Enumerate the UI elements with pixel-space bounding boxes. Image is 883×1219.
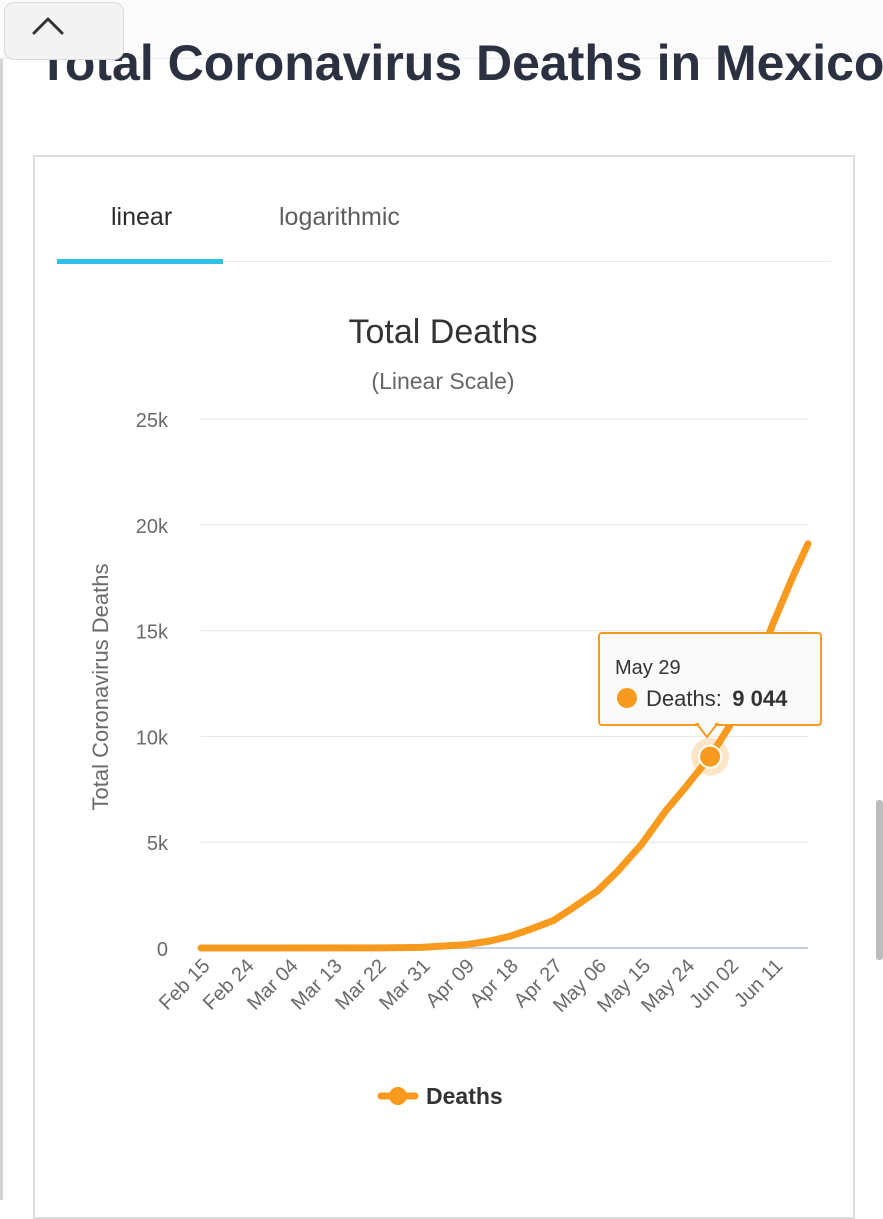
- tooltip-label: Deaths:: [646, 686, 722, 711]
- data-point[interactable]: [594, 887, 601, 894]
- highlight-point[interactable]: [698, 744, 723, 769]
- data-point[interactable]: [550, 917, 557, 924]
- data-point[interactable]: [486, 938, 493, 945]
- chart-subtitle: (Linear Scale): [371, 368, 514, 394]
- tooltip-marker: [617, 688, 637, 708]
- x-tick-label: Mar 31: [375, 955, 435, 1015]
- y-axis-title: Total Coronavirus Deaths: [88, 563, 113, 810]
- data-point[interactable]: [525, 926, 532, 933]
- x-tick-label: Jun 11: [730, 955, 787, 1012]
- legend-label: Deaths: [426, 1083, 503, 1109]
- x-tick-label: Jun 02: [685, 955, 743, 1013]
- tooltip-date: May 29: [615, 657, 681, 679]
- tooltip-box: [598, 632, 822, 726]
- data-point[interactable]: [418, 944, 425, 951]
- tab-linear[interactable]: linear: [111, 203, 173, 231]
- y-tick-label: 15k: [136, 622, 169, 644]
- y-tick-label: 20k: [136, 516, 169, 538]
- window-left-edge: [0, 0, 3, 1200]
- svg-text:Deaths: 9 044: Deaths: 9 044: [646, 686, 788, 711]
- tooltip: May 29 Deaths: 9 044: [598, 632, 822, 739]
- x-tick-label: Apr 18: [466, 955, 523, 1012]
- x-tick-label: Apr 09: [422, 955, 479, 1012]
- tooltip-pointer: [694, 723, 720, 739]
- data-point[interactable]: [663, 807, 670, 814]
- legend-marker: [389, 1087, 407, 1105]
- y-tick-label: 10k: [136, 727, 169, 749]
- chevron-up-icon: [27, 11, 64, 35]
- y-axis: 0 5k 10k 15k 20k 25k: [136, 410, 169, 961]
- data-point[interactable]: [790, 572, 797, 579]
- collapse-button[interactable]: [4, 2, 124, 60]
- y-tick-label: 5k: [147, 833, 169, 855]
- data-point[interactable]: [805, 540, 811, 547]
- scale-tabs: linear logarithmic: [57, 157, 831, 264]
- tab-logarithmic[interactable]: logarithmic: [279, 203, 400, 231]
- chart-card: linear logarithmic Total Deaths (Linear …: [33, 155, 855, 1219]
- top-bar: [0, 0, 883, 59]
- y-tick-label: 25k: [136, 410, 169, 432]
- legend[interactable]: Deaths: [377, 1083, 503, 1109]
- page-title: Total Coronavirus Deaths in Mexico: [38, 35, 883, 91]
- data-point[interactable]: [770, 619, 777, 626]
- y-tick-label: 0: [157, 939, 168, 961]
- chart-title: Total Deaths: [349, 313, 538, 351]
- data-point[interactable]: [638, 841, 645, 848]
- data-point[interactable]: [374, 944, 381, 951]
- series-deaths: [197, 540, 812, 952]
- data-point[interactable]: [682, 784, 689, 791]
- data-point[interactable]: [614, 868, 621, 875]
- active-tab-indicator: [57, 259, 223, 264]
- data-point[interactable]: [506, 933, 513, 940]
- scrollbar-thumb[interactable]: [876, 800, 883, 960]
- data-point[interactable]: [570, 904, 577, 911]
- data-point[interactable]: [462, 941, 469, 948]
- data-point[interactable]: [198, 945, 204, 951]
- deaths-chart: Total Deaths (Linear Scale) Total Corona…: [88, 313, 822, 1109]
- tooltip-value: 9 044: [732, 686, 788, 711]
